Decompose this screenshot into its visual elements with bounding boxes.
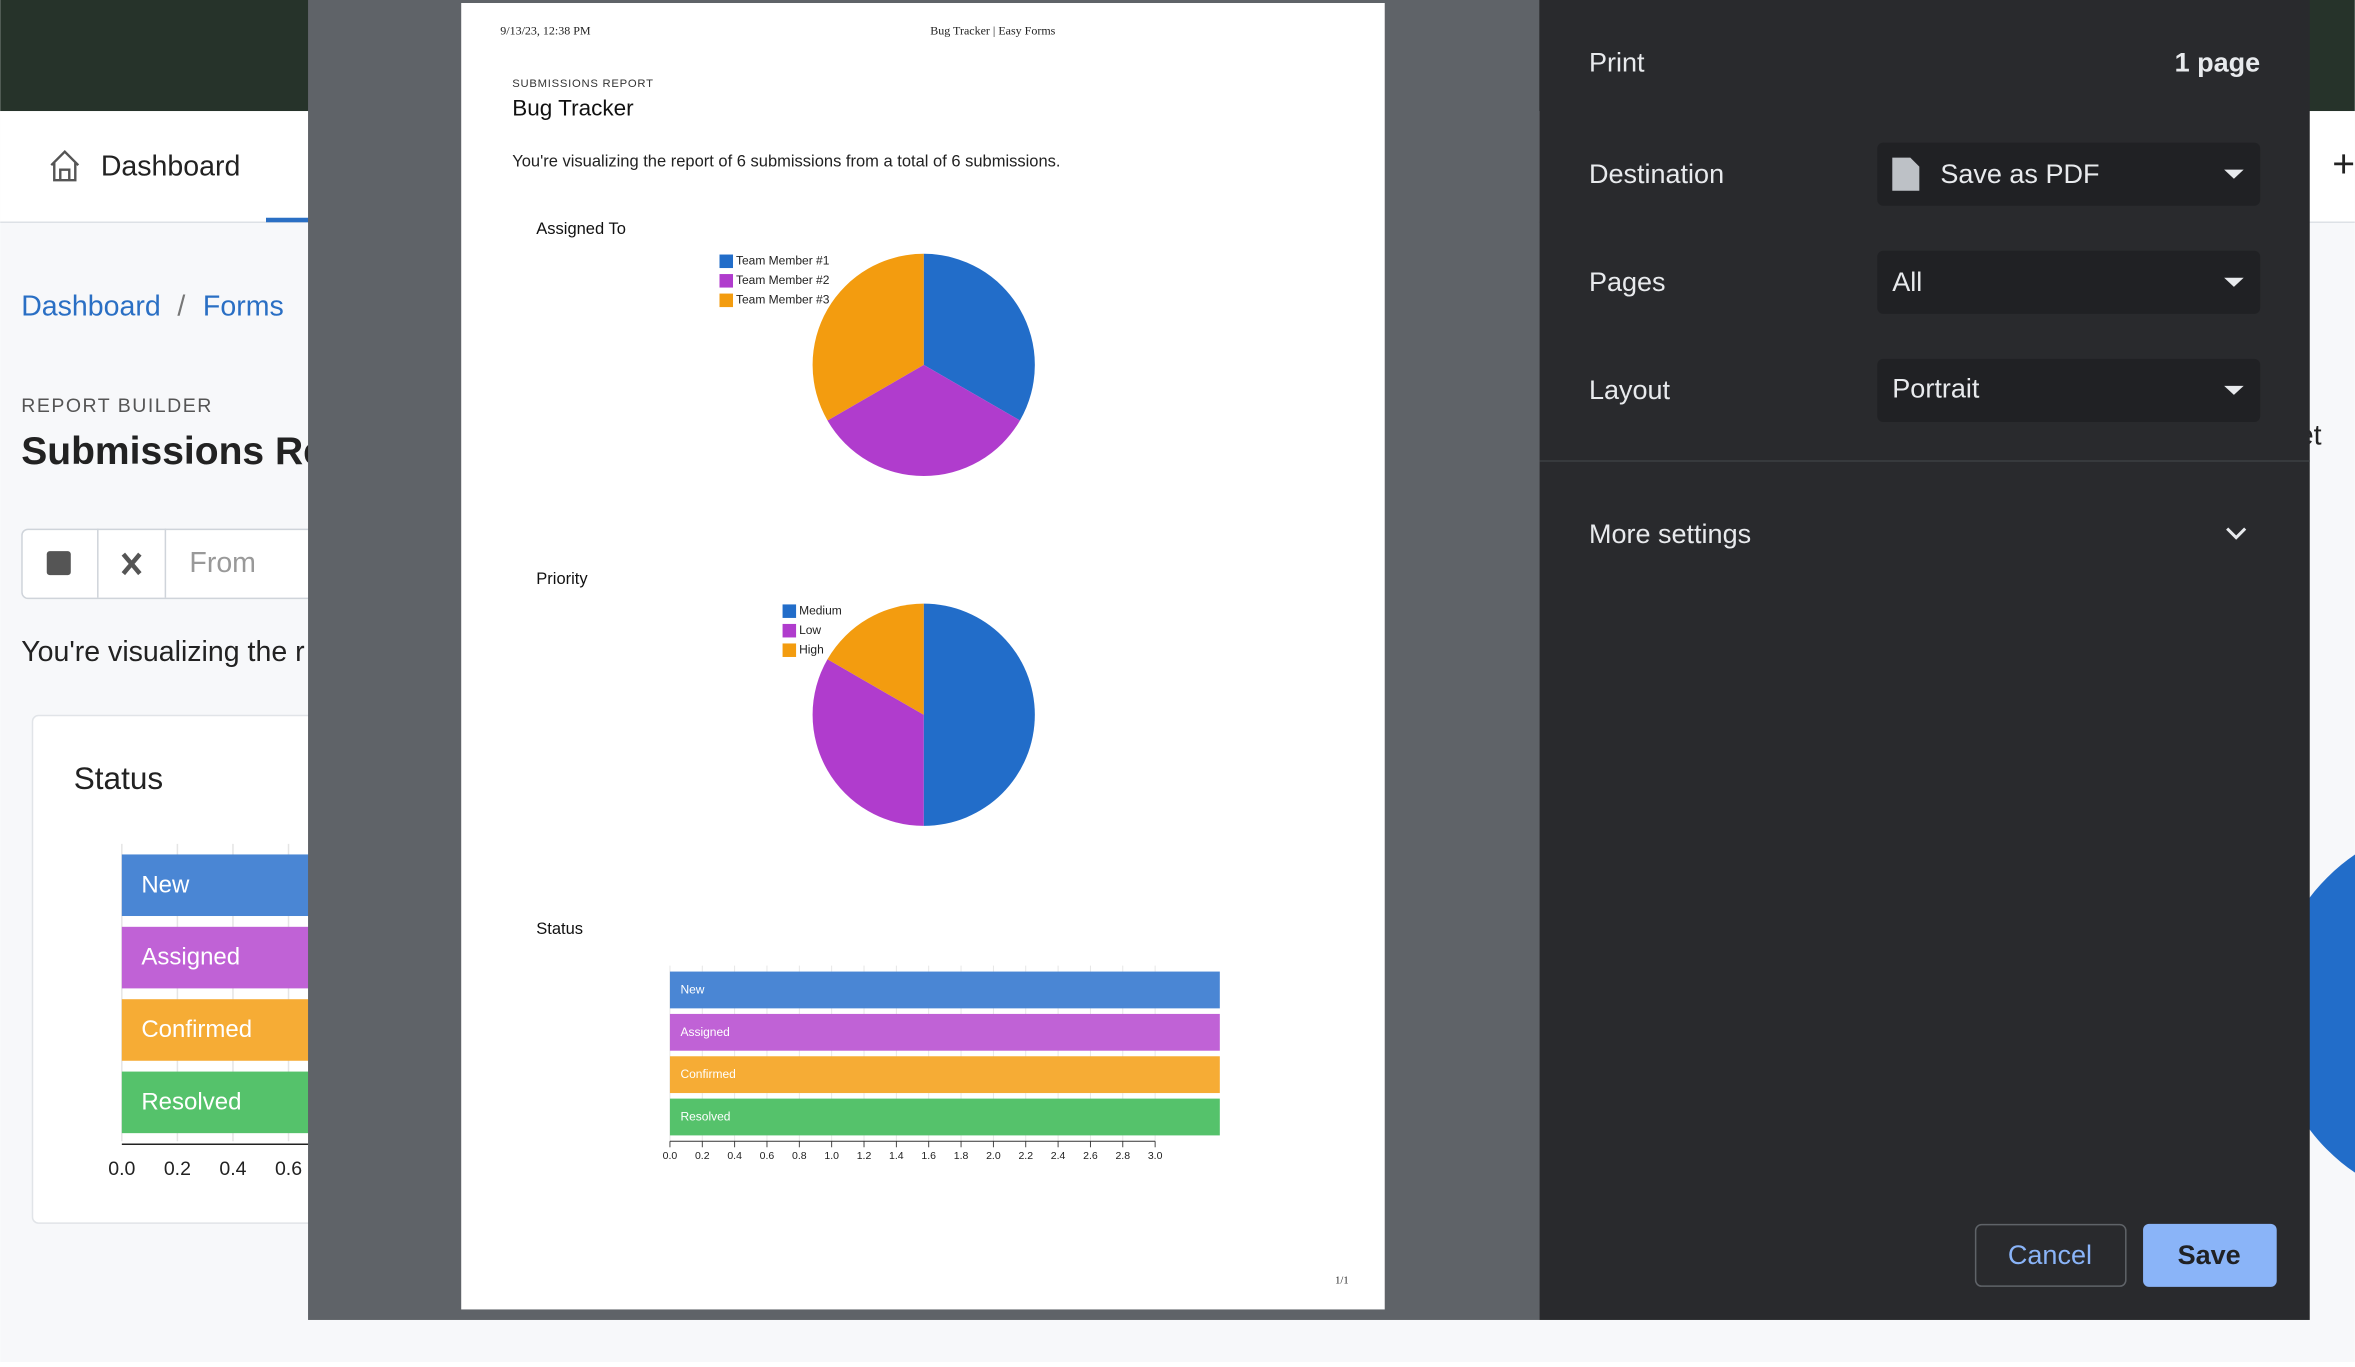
nav-link[interactable]: Dashboard — [101, 151, 241, 183]
x-tick-label: 0.6 — [760, 1150, 775, 1162]
intro: You're visualizing the r — [21, 636, 305, 668]
label: Layout — [1589, 375, 1671, 405]
bar-label: New — [141, 871, 190, 898]
eyebrow: REPORT BUILDER — [21, 395, 213, 417]
pie-slice — [827, 364, 1020, 477]
bar-label: New — [680, 983, 704, 997]
nav-active — [265, 217, 312, 223]
bar — [669, 1098, 1220, 1136]
summary: You're visualizing the report of 6 submi… — [512, 153, 1060, 171]
x-tick-label: 3.0 — [1148, 1150, 1163, 1162]
legend-swatch — [719, 293, 734, 308]
pie-slice — [827, 603, 924, 715]
dropdown-arrows — [2224, 169, 2244, 395]
clear-icon[interactable] — [121, 552, 142, 576]
select[interactable] — [1877, 358, 2261, 422]
page-title: Submissions Re — [21, 430, 325, 473]
print-header: Bug Tracker | Easy Forms — [930, 23, 1055, 37]
save-button[interactable] — [2143, 1223, 2277, 1287]
add-icon[interactable]: + — [2332, 143, 2355, 186]
bar — [669, 1013, 1220, 1051]
legend-swatch — [719, 254, 734, 269]
bar-label: Confirmed — [680, 1067, 735, 1081]
x-tick-label: 0.4 — [219, 1158, 246, 1180]
button-label: Cancel — [2008, 1240, 2092, 1270]
chart-title: Status — [536, 920, 583, 938]
settings-panel — [1539, 0, 2310, 1320]
pie-slice — [923, 253, 1035, 421]
legend-label: Low — [799, 623, 821, 637]
legend-label: Team Member #3 — [736, 293, 830, 307]
x-tick-label: 2.0 — [986, 1150, 1001, 1162]
legend-swatch — [782, 643, 797, 657]
more-settings[interactable]: More settings — [1589, 519, 1751, 549]
legend-label: Team Member #2 — [736, 273, 830, 287]
breadcrumb[interactable]: Dashboard — [21, 290, 161, 322]
x-tick-label: 2.8 — [1115, 1150, 1130, 1162]
placeholder: From — [189, 547, 256, 579]
select[interactable] — [1877, 142, 2261, 206]
bar — [121, 926, 318, 989]
print-header: 9/13/23, 12:38 PM — [500, 23, 591, 37]
bar — [669, 971, 1220, 1009]
chevron[interactable] — [2226, 527, 2247, 540]
legend-swatch — [719, 274, 734, 288]
legend-label: High — [799, 642, 824, 656]
chart-title: Assigned To — [536, 220, 626, 238]
report-title: Bug Tracker — [512, 96, 634, 121]
x-tick-label: 1.8 — [954, 1150, 969, 1162]
calendar-icon[interactable] — [46, 551, 71, 576]
page-number: 1/1 — [1335, 1275, 1348, 1286]
bar — [121, 999, 318, 1061]
x-tick-label: 0.0 — [108, 1158, 135, 1180]
pie-slice — [923, 603, 1035, 826]
file-icon — [1892, 157, 1920, 191]
x-tick-label: 2.4 — [1051, 1150, 1066, 1162]
legend-swatch — [782, 623, 797, 638]
select-value: Portrait — [1892, 374, 1980, 404]
x-tick-label: 0.0 — [663, 1150, 678, 1162]
x-tick-label: 1.0 — [824, 1150, 839, 1162]
page-count: 1 page — [2175, 48, 2261, 78]
pie-slice — [812, 253, 924, 421]
chart-title: Priority — [536, 570, 588, 588]
x-tick-label: 1.6 — [921, 1150, 936, 1162]
bar-label: Assigned — [680, 1025, 729, 1039]
bar-label: Assigned — [141, 944, 240, 971]
cancel-button[interactable] — [1974, 1223, 2127, 1287]
bar — [121, 854, 318, 917]
x-tick-label: 2.6 — [1083, 1150, 1098, 1162]
bar — [121, 1071, 318, 1134]
card-title: Status — [74, 760, 163, 796]
select-value: Save as PDF — [1940, 159, 2099, 189]
print-title: Print — [1589, 48, 1645, 78]
eyebrow: SUBMISSIONS REPORT — [512, 78, 653, 90]
x-tick-label: 0.2 — [695, 1150, 710, 1162]
x-tick-label: 0.4 — [727, 1150, 742, 1162]
bar-label: Resolved — [680, 1110, 730, 1124]
bar-label: Confirmed — [141, 1016, 252, 1043]
x-tick-label: 1.2 — [857, 1150, 872, 1162]
separator: / — [177, 290, 185, 322]
x-tick-label: 0.8 — [792, 1150, 807, 1162]
home-icon — [50, 149, 80, 182]
breadcrumb[interactable]: Forms — [203, 290, 284, 322]
label: Pages — [1589, 267, 1666, 297]
legend-label: Team Member #1 — [736, 253, 830, 267]
bar-label: Resolved — [141, 1088, 241, 1115]
button-label: Save — [2178, 1240, 2241, 1270]
bar — [669, 1056, 1220, 1094]
x-tick-label: 2.2 — [1018, 1150, 1033, 1162]
pie-slice — [812, 659, 924, 826]
x-tick-label: 0.6 — [275, 1158, 302, 1180]
x-tick-label: 1.4 — [889, 1150, 904, 1162]
legend-swatch — [782, 604, 797, 618]
x-tick-label: 0.2 — [164, 1158, 191, 1180]
label: Destination — [1589, 159, 1724, 189]
legend-label: Medium — [799, 603, 842, 617]
select-value: All — [1892, 267, 1922, 297]
select[interactable] — [1877, 250, 2261, 314]
